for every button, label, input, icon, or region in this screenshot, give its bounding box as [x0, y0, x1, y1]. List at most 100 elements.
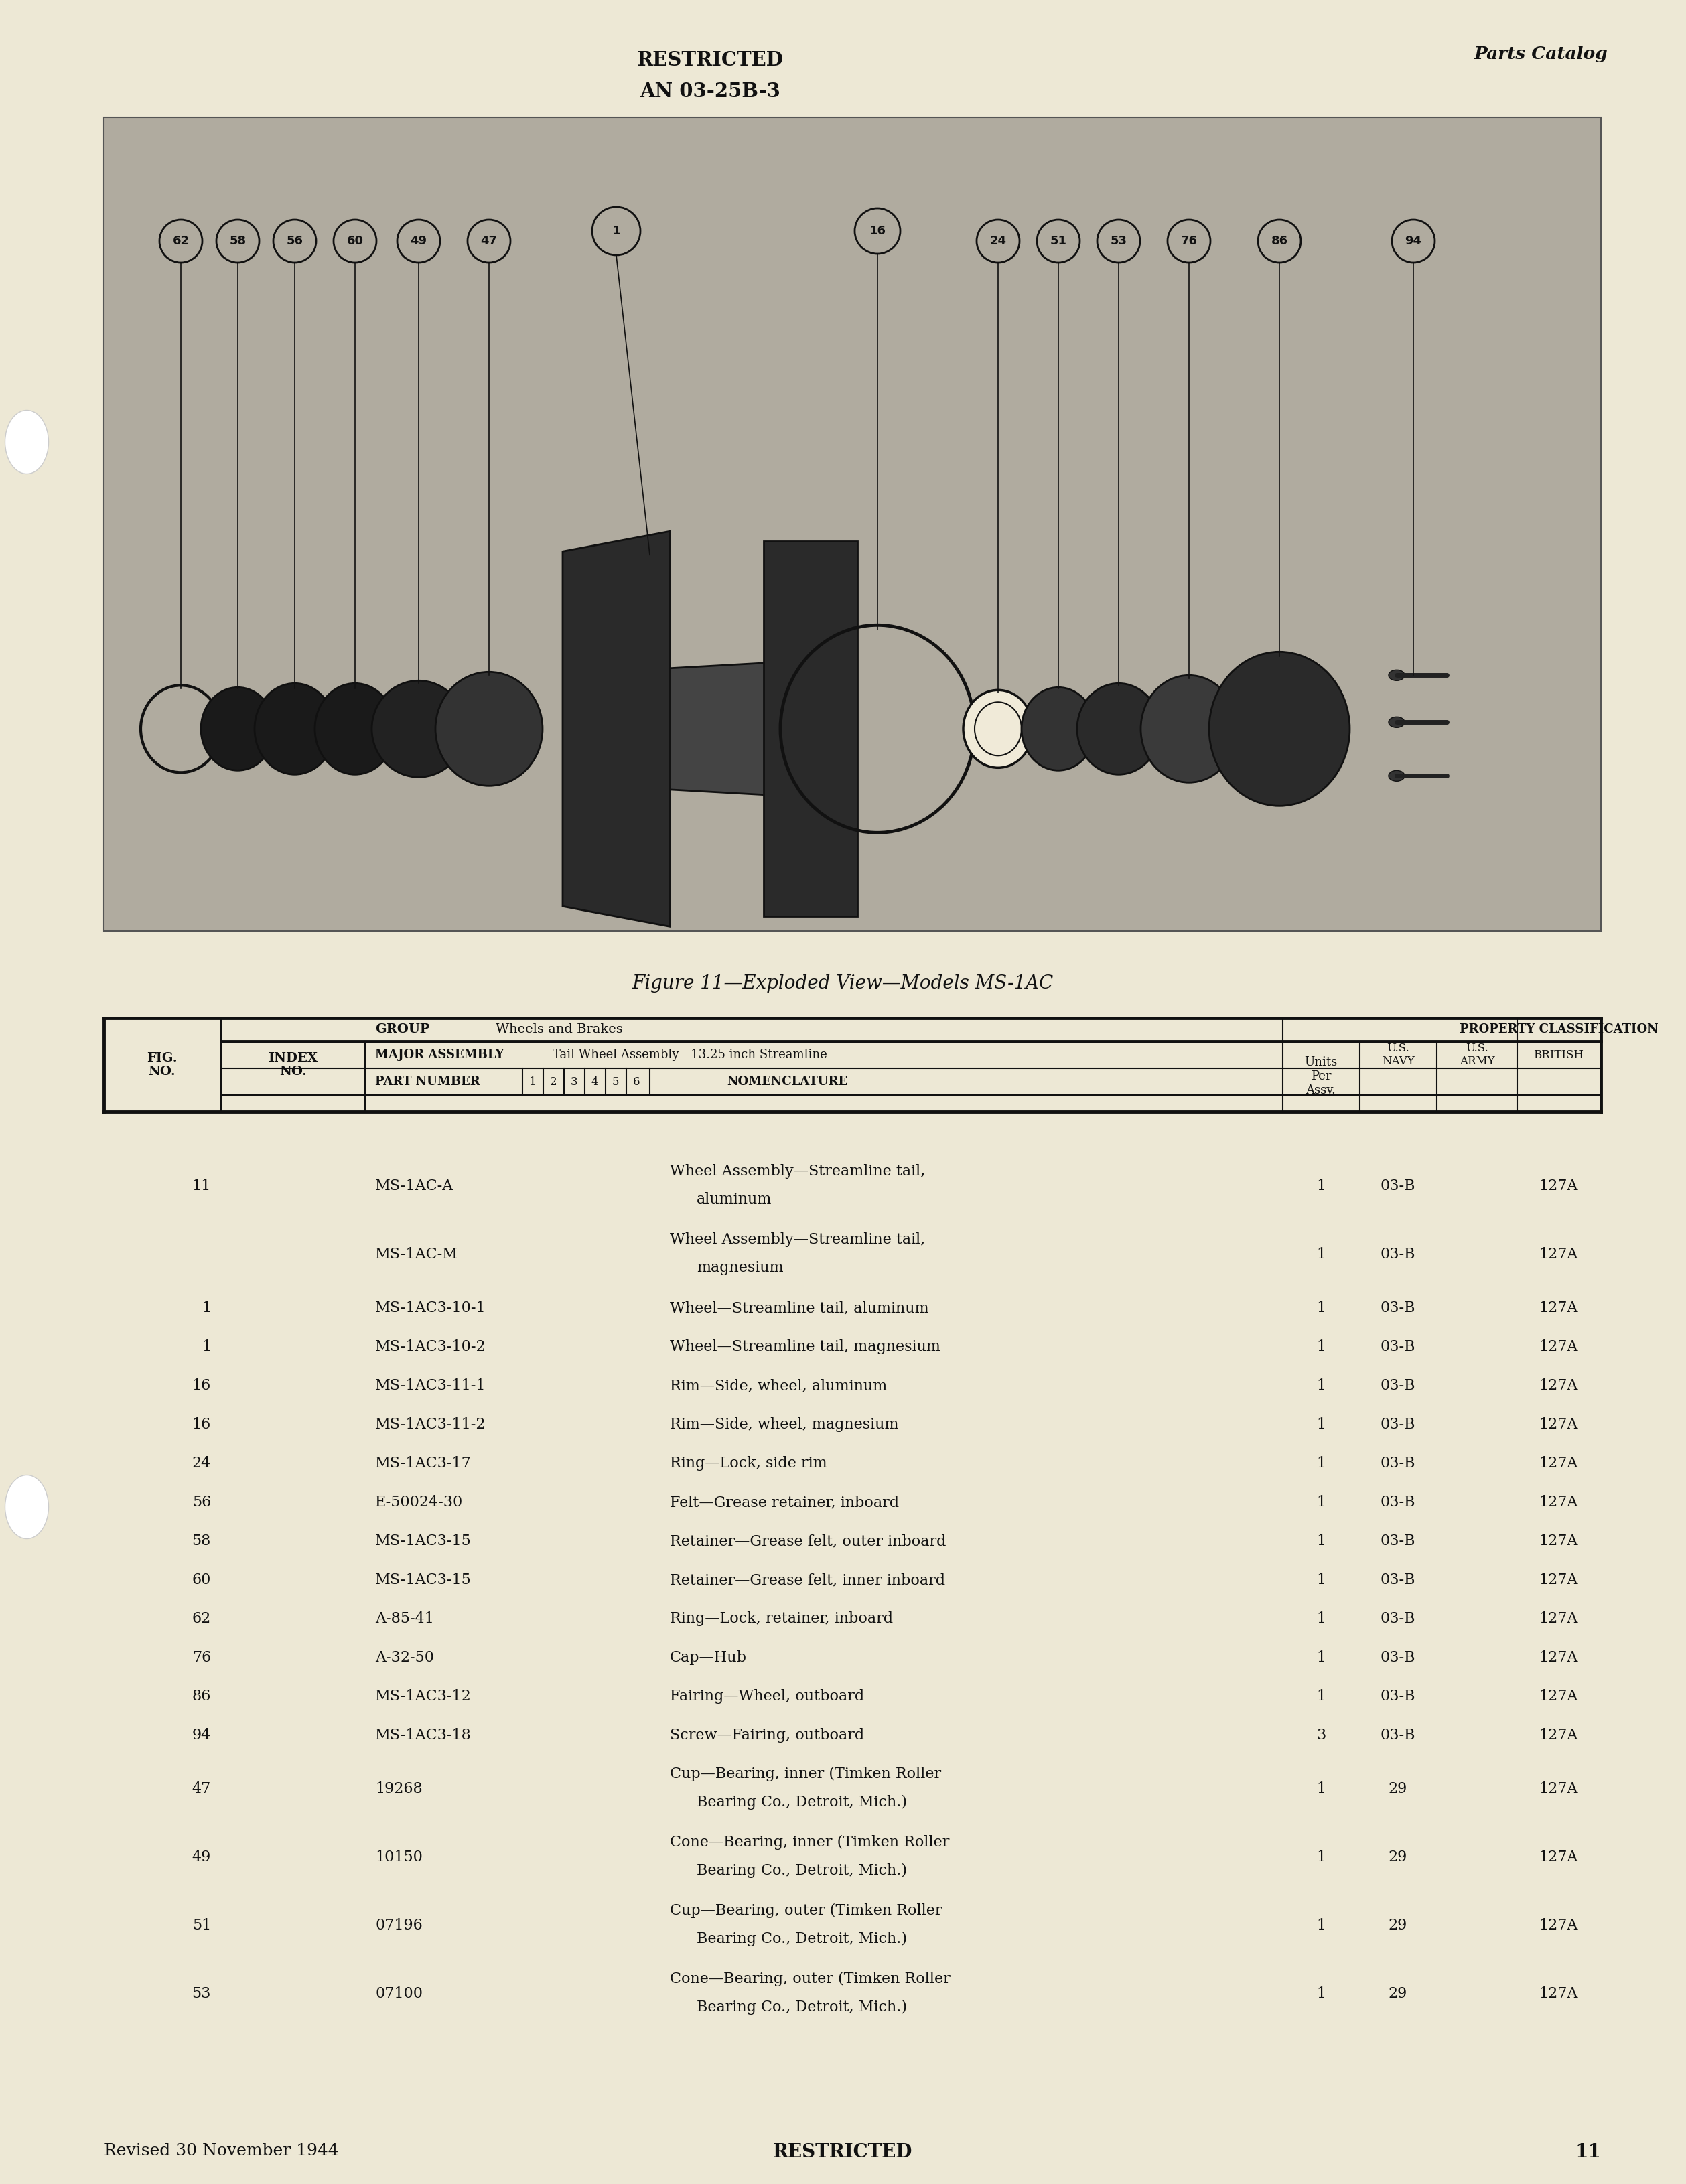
- Text: 56: 56: [287, 236, 303, 247]
- Bar: [105, 118, 1602, 930]
- Text: 127A: 127A: [1539, 1572, 1578, 1588]
- Text: 127A: 127A: [1539, 1918, 1578, 1933]
- Text: 49: 49: [410, 236, 427, 247]
- Text: MS-1AC3-15: MS-1AC3-15: [374, 1572, 472, 1588]
- Text: 127A: 127A: [1539, 1987, 1578, 2001]
- Text: Rim—Side, wheel, magnesium: Rim—Side, wheel, magnesium: [669, 1417, 899, 1433]
- Text: 127A: 127A: [1539, 1179, 1578, 1192]
- Text: 29: 29: [1389, 1850, 1408, 1865]
- Text: MAJOR ASSEMBLY: MAJOR ASSEMBLY: [374, 1048, 504, 1061]
- Text: 1: 1: [1317, 1850, 1325, 1865]
- Text: Bearing Co., Detroit, Mich.): Bearing Co., Detroit, Mich.): [696, 2001, 907, 2016]
- Text: 03-B: 03-B: [1381, 1572, 1416, 1588]
- Text: 1: 1: [1317, 1918, 1325, 1933]
- Text: 1: 1: [1317, 1782, 1325, 1795]
- Text: Bearing Co., Detroit, Mich.): Bearing Co., Detroit, Mich.): [696, 1931, 907, 1946]
- Text: A-32-50: A-32-50: [374, 1651, 433, 1664]
- Ellipse shape: [1022, 688, 1096, 771]
- Text: Bearing Co., Detroit, Mich.): Bearing Co., Detroit, Mich.): [696, 1863, 907, 1878]
- Ellipse shape: [1389, 716, 1404, 727]
- Text: MS-1AC-M: MS-1AC-M: [374, 1247, 459, 1262]
- Text: 24: 24: [990, 236, 1007, 247]
- Text: 03-B: 03-B: [1381, 1339, 1416, 1354]
- Text: 127A: 127A: [1539, 1850, 1578, 1865]
- Text: 19268: 19268: [374, 1782, 423, 1795]
- Text: MS-1AC3-12: MS-1AC3-12: [374, 1688, 472, 1704]
- Text: 1: 1: [1317, 1688, 1325, 1704]
- Text: 60: 60: [192, 1572, 211, 1588]
- Text: 58: 58: [229, 236, 246, 247]
- Text: Rim—Side, wheel, aluminum: Rim—Side, wheel, aluminum: [669, 1378, 887, 1393]
- Text: RESTRICTED: RESTRICTED: [637, 50, 784, 70]
- Text: 03-B: 03-B: [1381, 1457, 1416, 1470]
- Text: 2: 2: [550, 1077, 556, 1088]
- Text: Tail Wheel Assembly—13.25 inch Streamline: Tail Wheel Assembly—13.25 inch Streamlin…: [553, 1048, 828, 1061]
- Text: 53: 53: [1111, 236, 1126, 247]
- Ellipse shape: [435, 673, 543, 786]
- Text: 49: 49: [192, 1850, 211, 1865]
- Text: 94: 94: [1404, 236, 1421, 247]
- Text: 1: 1: [1317, 1651, 1325, 1664]
- Text: 86: 86: [192, 1688, 211, 1704]
- Polygon shape: [663, 662, 784, 795]
- Ellipse shape: [5, 411, 49, 474]
- Text: 51: 51: [1050, 236, 1067, 247]
- Text: 03-B: 03-B: [1381, 1378, 1416, 1393]
- Text: 03-B: 03-B: [1381, 1417, 1416, 1433]
- Text: 1: 1: [1317, 1987, 1325, 2001]
- Text: Figure 11—Exploded View—Models MS-1AC: Figure 11—Exploded View—Models MS-1AC: [632, 974, 1054, 992]
- Text: 47: 47: [481, 236, 497, 247]
- Text: 1: 1: [1317, 1494, 1325, 1509]
- Text: 1: 1: [1317, 1247, 1325, 1262]
- Text: 03-B: 03-B: [1381, 1651, 1416, 1664]
- Text: 58: 58: [192, 1533, 211, 1548]
- Text: Parts Catalog: Parts Catalog: [1474, 46, 1608, 63]
- Text: 62: 62: [192, 1612, 211, 1627]
- Ellipse shape: [1389, 771, 1404, 782]
- Text: Cup—Bearing, outer (Timken Roller: Cup—Bearing, outer (Timken Roller: [669, 1902, 942, 1918]
- Text: MS-1AC3-11-1: MS-1AC3-11-1: [374, 1378, 486, 1393]
- Text: 16: 16: [192, 1378, 211, 1393]
- Text: Bearing Co., Detroit, Mich.): Bearing Co., Detroit, Mich.): [696, 1795, 907, 1811]
- Polygon shape: [764, 542, 858, 917]
- Ellipse shape: [5, 1474, 49, 1540]
- Text: MS-1AC3-10-1: MS-1AC3-10-1: [374, 1302, 486, 1315]
- Text: 29: 29: [1389, 1782, 1408, 1795]
- Text: 53: 53: [192, 1987, 211, 2001]
- Text: 1: 1: [1317, 1378, 1325, 1393]
- Text: 03-B: 03-B: [1381, 1494, 1416, 1509]
- Text: U.S.
NAVY: U.S. NAVY: [1381, 1042, 1415, 1068]
- Text: 127A: 127A: [1539, 1728, 1578, 1743]
- Text: 127A: 127A: [1539, 1378, 1578, 1393]
- Text: PART NUMBER: PART NUMBER: [374, 1075, 481, 1088]
- Text: Wheel—Streamline tail, magnesium: Wheel—Streamline tail, magnesium: [669, 1339, 941, 1354]
- Text: 03-B: 03-B: [1381, 1728, 1416, 1743]
- Text: Cone—Bearing, inner (Timken Roller: Cone—Bearing, inner (Timken Roller: [669, 1835, 949, 1850]
- Text: 1: 1: [612, 225, 620, 238]
- Text: 127A: 127A: [1539, 1688, 1578, 1704]
- Text: MS-1AC-A: MS-1AC-A: [374, 1179, 454, 1192]
- Text: 16: 16: [868, 225, 885, 238]
- Ellipse shape: [1141, 675, 1238, 782]
- Ellipse shape: [1209, 651, 1350, 806]
- Text: 1: 1: [529, 1077, 536, 1088]
- Text: INDEX
NO.: INDEX NO.: [268, 1053, 317, 1079]
- Text: 47: 47: [192, 1782, 211, 1795]
- Text: MS-1AC3-15: MS-1AC3-15: [374, 1533, 472, 1548]
- Text: 1: 1: [1317, 1179, 1325, 1192]
- Text: Cup—Bearing, inner (Timken Roller: Cup—Bearing, inner (Timken Roller: [669, 1767, 941, 1782]
- Text: 1: 1: [1317, 1572, 1325, 1588]
- Text: 76: 76: [1180, 236, 1197, 247]
- Text: Units
Per
Assy.: Units Per Assy.: [1305, 1057, 1337, 1096]
- Text: NOMENCLATURE: NOMENCLATURE: [727, 1075, 848, 1088]
- Text: 1: 1: [1317, 1302, 1325, 1315]
- Text: Ring—Lock, side rim: Ring—Lock, side rim: [669, 1457, 828, 1470]
- Text: Fairing—Wheel, outboard: Fairing—Wheel, outboard: [669, 1688, 865, 1704]
- Text: FIG.
NO.: FIG. NO.: [147, 1053, 177, 1079]
- Ellipse shape: [1077, 684, 1160, 775]
- Text: 94: 94: [192, 1728, 211, 1743]
- Text: 10150: 10150: [374, 1850, 423, 1865]
- Polygon shape: [563, 531, 669, 926]
- Text: 127A: 127A: [1539, 1339, 1578, 1354]
- Text: Cap—Hub: Cap—Hub: [669, 1651, 747, 1664]
